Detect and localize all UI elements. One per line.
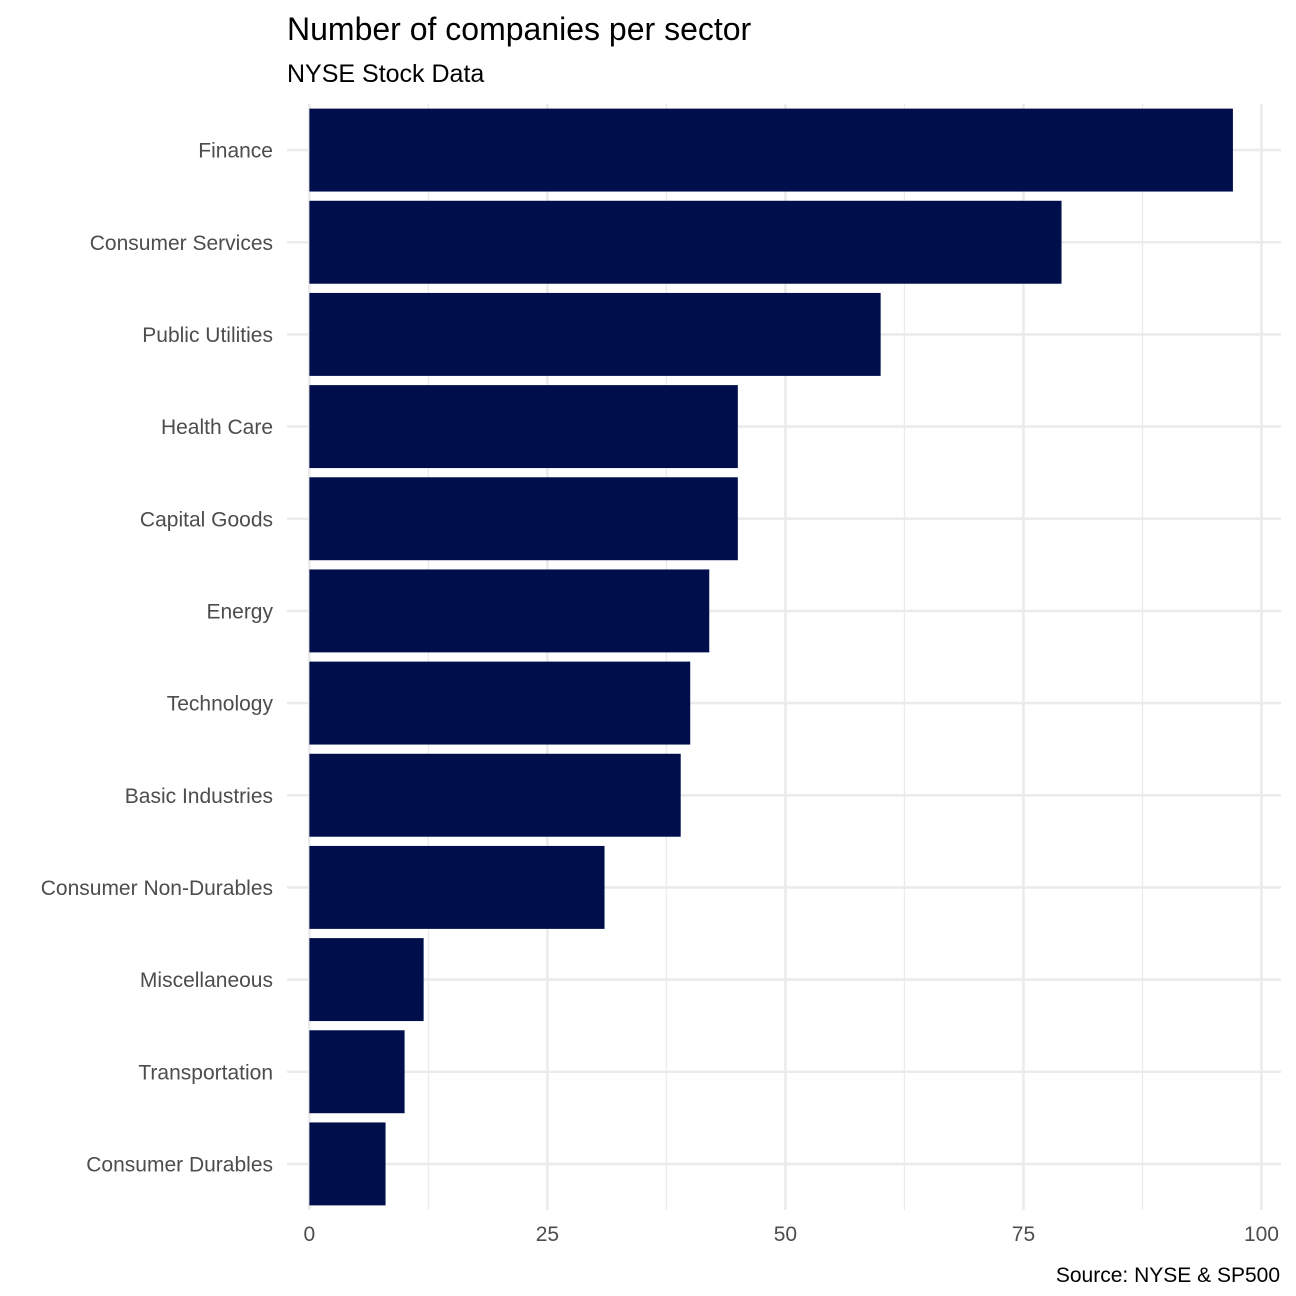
y-tick-label: Energy: [206, 600, 273, 623]
y-tick-label: Transportation: [138, 1061, 273, 1084]
bar-public-utilities: [309, 292, 881, 376]
bar-capital-goods: [309, 477, 738, 561]
y-tick-label: Consumer Durables: [86, 1153, 273, 1176]
chart-title: Number of companies per sector: [287, 11, 752, 47]
y-tick-label: Consumer Non-Durables: [41, 877, 273, 900]
bar-transportation: [309, 1030, 405, 1114]
x-tick-label: 100: [1244, 1223, 1279, 1246]
plot-panel: Finance Consumer Services Public Utilities…: [41, 104, 1281, 1246]
bar-consumer-non-durables: [309, 845, 605, 929]
bar-consumer-services: [309, 200, 1062, 284]
y-tick-label: Consumer Services: [90, 232, 273, 255]
bar-health-care: [309, 385, 738, 469]
chart-caption: Source: NYSE & SP500: [1056, 1264, 1280, 1287]
y-tick-label: Basic Industries: [125, 785, 273, 808]
y-tick-label: Health Care: [161, 416, 273, 439]
x-tick-label: 75: [1012, 1223, 1035, 1246]
bar-miscellaneous: [309, 938, 424, 1022]
x-tick-label: 0: [304, 1223, 316, 1246]
bar-basic-industries: [309, 753, 681, 837]
x-tick-label: 25: [536, 1223, 559, 1246]
bar-consumer-durables: [309, 1122, 386, 1206]
bar-finance: [309, 108, 1233, 192]
y-tick-label: Public Utilities: [142, 324, 273, 347]
bar-energy: [309, 569, 710, 653]
chart-subtitle: NYSE Stock Data: [287, 60, 484, 88]
y-tick-label: Technology: [167, 693, 274, 716]
y-tick-label: Finance: [198, 140, 273, 163]
x-tick-label: 50: [774, 1223, 797, 1246]
bar-technology: [309, 661, 691, 745]
y-tick-label: Miscellaneous: [140, 969, 273, 992]
y-tick-label: Capital Goods: [140, 508, 273, 531]
